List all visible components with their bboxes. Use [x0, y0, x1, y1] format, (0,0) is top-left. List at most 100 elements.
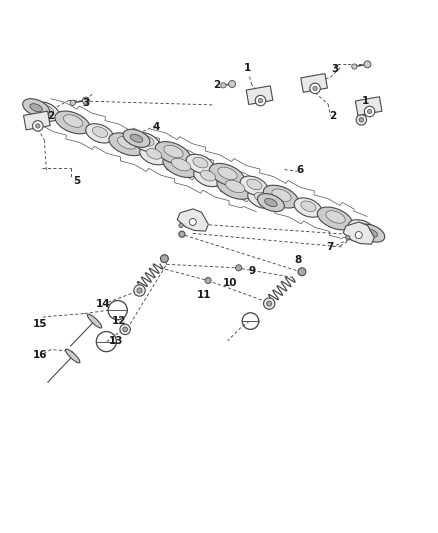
Text: 8: 8 — [294, 255, 301, 265]
Ellipse shape — [55, 111, 90, 134]
Polygon shape — [301, 74, 328, 92]
Circle shape — [352, 64, 357, 69]
Text: 11: 11 — [197, 290, 211, 300]
Ellipse shape — [109, 133, 144, 156]
Polygon shape — [177, 209, 208, 231]
Polygon shape — [24, 111, 50, 130]
Ellipse shape — [194, 167, 221, 187]
Ellipse shape — [186, 154, 214, 174]
Ellipse shape — [66, 349, 80, 363]
Text: 5: 5 — [74, 176, 81, 187]
Ellipse shape — [140, 146, 167, 165]
Circle shape — [205, 277, 211, 284]
Ellipse shape — [39, 105, 53, 116]
Ellipse shape — [226, 180, 245, 193]
Text: 15: 15 — [33, 319, 47, 329]
Ellipse shape — [209, 164, 244, 186]
Circle shape — [221, 83, 226, 88]
Polygon shape — [355, 96, 382, 116]
Ellipse shape — [263, 185, 299, 208]
Circle shape — [137, 288, 142, 293]
Ellipse shape — [171, 158, 191, 171]
Polygon shape — [246, 86, 273, 104]
Circle shape — [179, 223, 183, 228]
Ellipse shape — [88, 314, 102, 328]
Text: 14: 14 — [96, 298, 111, 309]
Polygon shape — [343, 222, 374, 244]
Ellipse shape — [358, 224, 385, 242]
Ellipse shape — [326, 211, 345, 223]
Circle shape — [367, 109, 372, 114]
Ellipse shape — [193, 157, 208, 168]
Text: 7: 7 — [327, 242, 334, 252]
Ellipse shape — [294, 198, 322, 217]
Circle shape — [35, 124, 40, 128]
Circle shape — [355, 231, 362, 239]
Ellipse shape — [32, 102, 59, 121]
Ellipse shape — [318, 207, 353, 230]
Text: 3: 3 — [82, 98, 89, 108]
Circle shape — [82, 97, 89, 104]
Text: 1: 1 — [244, 63, 251, 73]
Circle shape — [229, 80, 236, 87]
Text: 9: 9 — [248, 266, 255, 276]
Circle shape — [255, 95, 266, 106]
Ellipse shape — [248, 189, 276, 208]
Ellipse shape — [23, 99, 49, 117]
Ellipse shape — [348, 220, 376, 239]
Ellipse shape — [265, 199, 277, 207]
Circle shape — [160, 255, 168, 263]
Ellipse shape — [117, 136, 137, 149]
Circle shape — [313, 86, 317, 91]
Ellipse shape — [355, 223, 370, 233]
Ellipse shape — [86, 124, 113, 143]
Circle shape — [179, 231, 185, 237]
Circle shape — [359, 118, 364, 122]
Ellipse shape — [92, 127, 108, 138]
Circle shape — [70, 100, 75, 106]
Ellipse shape — [218, 167, 237, 180]
Circle shape — [298, 268, 306, 276]
Circle shape — [120, 324, 131, 335]
Ellipse shape — [247, 179, 262, 190]
Ellipse shape — [217, 176, 252, 199]
Circle shape — [364, 61, 371, 68]
Ellipse shape — [201, 171, 215, 181]
Circle shape — [364, 106, 375, 117]
Ellipse shape — [258, 193, 284, 212]
Ellipse shape — [30, 104, 42, 112]
Circle shape — [346, 236, 350, 240]
Circle shape — [32, 120, 43, 131]
Text: 1: 1 — [362, 95, 369, 106]
Circle shape — [123, 327, 127, 332]
Text: 16: 16 — [33, 350, 47, 360]
Ellipse shape — [146, 149, 162, 159]
Ellipse shape — [365, 229, 378, 237]
Text: 6: 6 — [296, 165, 304, 175]
Ellipse shape — [164, 146, 183, 158]
Ellipse shape — [272, 189, 291, 201]
Ellipse shape — [123, 130, 150, 147]
Circle shape — [264, 298, 275, 309]
Text: 12: 12 — [111, 316, 126, 326]
Text: 4: 4 — [152, 122, 159, 132]
Circle shape — [356, 115, 367, 125]
Text: 2: 2 — [329, 111, 336, 121]
Text: 2: 2 — [213, 80, 220, 90]
Text: 10: 10 — [223, 278, 237, 288]
Circle shape — [258, 99, 263, 103]
Circle shape — [134, 285, 145, 296]
Text: 3: 3 — [331, 64, 338, 74]
Ellipse shape — [254, 192, 270, 203]
Ellipse shape — [64, 115, 83, 127]
Circle shape — [236, 265, 242, 271]
Ellipse shape — [155, 142, 191, 164]
Text: 2: 2 — [47, 111, 54, 121]
Ellipse shape — [301, 201, 316, 212]
Circle shape — [267, 301, 272, 306]
Ellipse shape — [163, 155, 198, 177]
Text: 13: 13 — [109, 336, 124, 346]
Ellipse shape — [132, 132, 160, 152]
Circle shape — [310, 83, 320, 94]
Circle shape — [189, 219, 196, 225]
